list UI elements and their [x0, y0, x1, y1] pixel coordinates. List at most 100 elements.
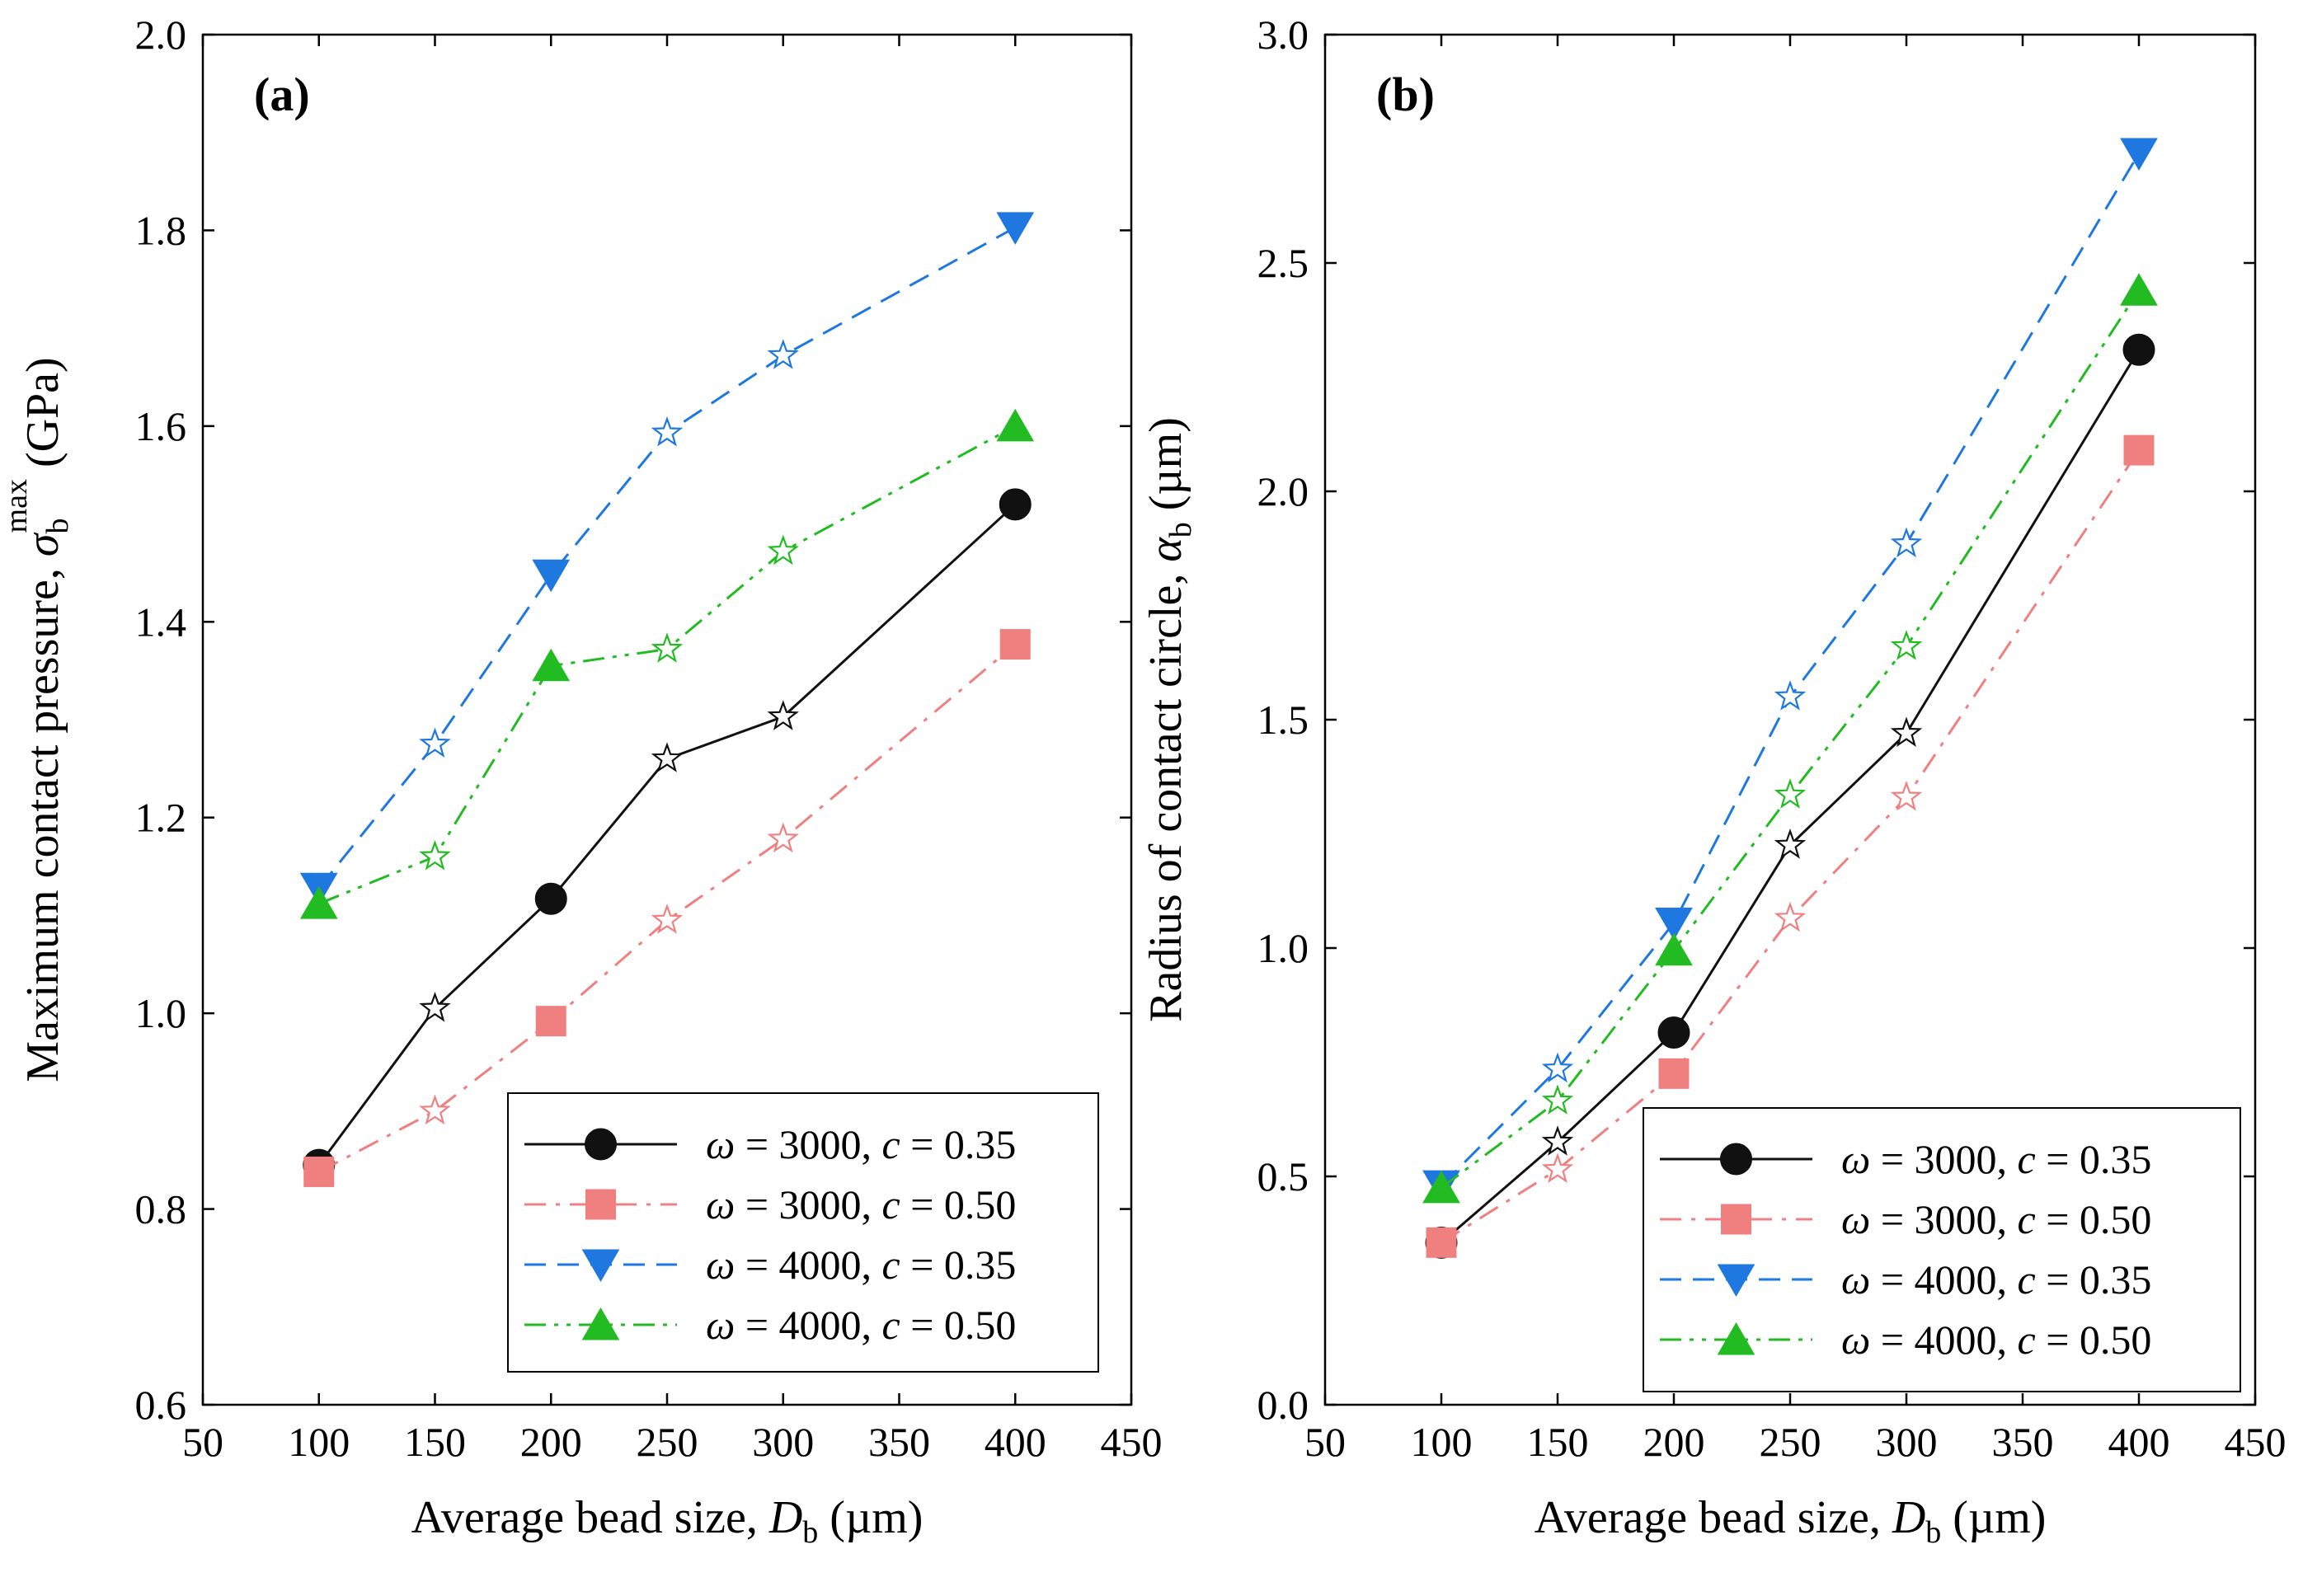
- x-axis-label-text: Average bead size,: [1535, 1492, 1892, 1543]
- data-point: [996, 408, 1035, 442]
- x-tick-label: 300: [752, 1419, 814, 1465]
- legend-c-value: = 0.50: [2036, 1317, 2152, 1363]
- y-tick-label: 2.5: [1257, 240, 1309, 286]
- legend-omega-value: = 4000,: [1870, 1256, 2017, 1303]
- y-tick-label: 0.0: [1257, 1382, 1309, 1428]
- panel-label: (b): [1376, 68, 1435, 121]
- series-2: [1422, 138, 2158, 1204]
- legend-marker: [1717, 1264, 1755, 1297]
- y-tick-label: 3.0: [1257, 12, 1309, 58]
- legend-omega-symbol: ω: [706, 1181, 735, 1228]
- data-point: [767, 700, 799, 730]
- y-axis-label-symbol: α: [1140, 537, 1191, 562]
- data-point: [1890, 630, 1923, 660]
- data-point: [651, 415, 684, 447]
- x-tick-label: 350: [868, 1419, 930, 1465]
- data-point: [1655, 908, 1693, 941]
- legend-c-value: = 0.50: [2036, 1196, 2152, 1242]
- legend-omega-symbol: ω: [1841, 1196, 1870, 1242]
- x-axis-label: Average bead size, Db (µm): [1535, 1492, 2047, 1550]
- legend-c-symbol: c: [882, 1242, 900, 1288]
- data-point: [767, 534, 799, 566]
- data-point: [1890, 527, 1923, 558]
- data-point: [996, 212, 1035, 245]
- legend-c-value: = 0.50: [900, 1181, 1017, 1228]
- legend-omega-value: = 3000,: [735, 1181, 881, 1228]
- data-point: [2122, 333, 2155, 366]
- y-tick-label: 1.6: [135, 403, 187, 449]
- data-point: [1422, 1170, 1460, 1204]
- legend-omega-value: = 3000,: [735, 1121, 881, 1167]
- legend-entry: ω = 3000, c = 0.50: [1841, 1196, 2151, 1242]
- legend-marker: [581, 1307, 620, 1340]
- y-axis-label-sup: max: [0, 479, 34, 533]
- legend-c-value: = 0.35: [2036, 1136, 2152, 1182]
- data-point: [1541, 1084, 1574, 1115]
- legend-marker: [1720, 1143, 1752, 1176]
- series-line: [317, 503, 1017, 1166]
- y-tick-label: 1.8: [135, 207, 187, 253]
- x-axis-label-sub: b: [1925, 1515, 1941, 1550]
- legend-c-value: = 0.35: [2036, 1256, 2152, 1303]
- series-line: [318, 643, 1017, 1173]
- chart-a: 50 100 150 200 250 300 350 400 450 0.6 0.8 1.0 1.2 1.…: [0, 12, 1163, 1550]
- data-point: [1541, 1125, 1574, 1156]
- y-axis-label-unit: (GPa): [17, 357, 68, 479]
- series-0: [1425, 333, 2155, 1259]
- series-3: [299, 408, 1035, 919]
- panel-label: (a): [254, 68, 310, 121]
- x-tick-label: 150: [404, 1419, 466, 1465]
- legend-omega-value: = 4000,: [1870, 1317, 2017, 1363]
- data-point: [532, 559, 571, 593]
- data-point: [999, 488, 1032, 521]
- data-point: [534, 882, 567, 915]
- y-tick-label: 1.0: [135, 990, 187, 1036]
- data-point: [2123, 434, 2155, 466]
- y-tick-label: 1.0: [1257, 925, 1309, 971]
- legend-marker: [585, 1128, 617, 1161]
- x-axis-label-sub: b: [802, 1515, 818, 1550]
- legend-entry: ω = 3000, c = 0.35: [1841, 1136, 2151, 1182]
- y-tick-label: 0.8: [135, 1186, 187, 1232]
- legend-marker: [581, 1249, 620, 1282]
- legend-c-symbol: c: [882, 1181, 900, 1228]
- legend-entry: ω = 4000, c = 0.50: [1841, 1317, 2151, 1363]
- legend-omega-value: = 3000,: [1870, 1196, 2017, 1242]
- data-point: [1426, 1227, 1457, 1258]
- chart-b: 50 100 150 200 250 300 350 400 450 0.0 0.5 1.0 1.5 2.…: [1140, 12, 2287, 1550]
- y-tick-label: 2.0: [1257, 468, 1309, 514]
- x-tick-label: 100: [288, 1419, 350, 1465]
- data-point: [535, 1006, 566, 1037]
- series-1: [303, 629, 1031, 1187]
- x-tick-label: 350: [1992, 1419, 2054, 1465]
- legend-omega-value: = 4000,: [735, 1242, 881, 1288]
- legend: ω = 3000, c = 0.35ω = 3000, c = 0.50ω = …: [507, 1092, 1099, 1373]
- x-tick-label: 400: [2108, 1419, 2170, 1465]
- data-point: [1541, 1152, 1574, 1183]
- legend-entry: ω = 3000, c = 0.50: [706, 1181, 1016, 1228]
- legend-c-symbol: c: [882, 1121, 900, 1167]
- data-point: [651, 742, 684, 772]
- x-tick-label: 200: [1643, 1419, 1705, 1465]
- x-axis-label-symbol: D: [768, 1492, 802, 1543]
- x-tick-label: 150: [1527, 1419, 1589, 1465]
- y-axis-label-symbol: σ: [17, 532, 68, 556]
- legend-marker: [1721, 1204, 1751, 1235]
- x-tick-label: 50: [182, 1419, 223, 1465]
- y-axis-label-text: Maximum contact pressure,: [17, 556, 68, 1082]
- legend-c-symbol: c: [882, 1302, 900, 1348]
- data-point: [1774, 778, 1807, 809]
- data-point: [1774, 829, 1807, 859]
- legend-c-symbol: c: [2018, 1317, 2036, 1363]
- y-axis-label-text: Radius of contact circle,: [1140, 562, 1191, 1022]
- x-axis-label: Average bead size, Db (µm): [411, 1492, 924, 1550]
- data-point: [1774, 680, 1807, 711]
- data-point: [2120, 138, 2158, 171]
- x-tick-label: 300: [1876, 1419, 1938, 1465]
- data-point: [419, 727, 451, 758]
- legend-entry: ω = 4000, c = 0.50: [706, 1302, 1016, 1348]
- data-point: [1655, 932, 1693, 966]
- data-point: [999, 629, 1031, 660]
- legend-entry: ω = 3000, c = 0.35: [706, 1121, 1016, 1167]
